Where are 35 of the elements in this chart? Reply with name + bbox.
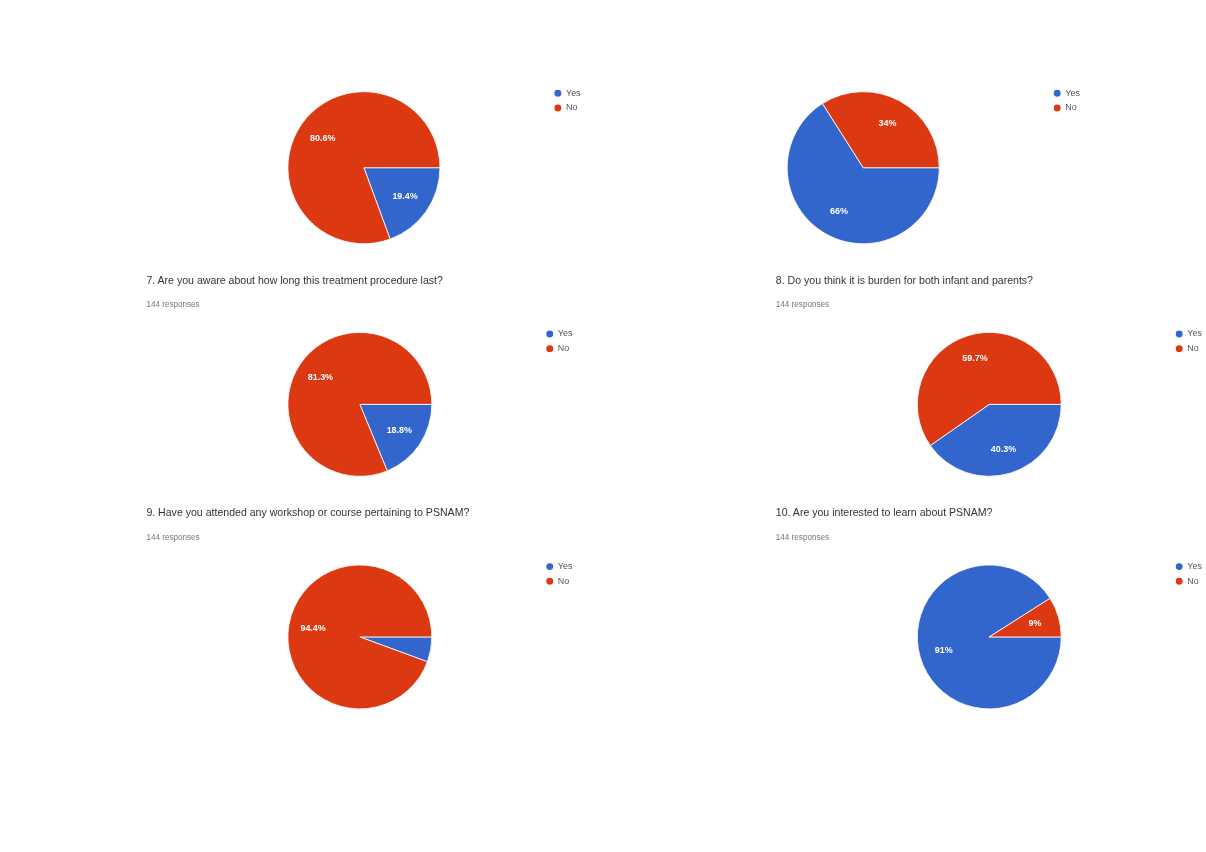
pie-slice [287, 91, 441, 245]
legend-label: No [1065, 102, 1077, 113]
pie-slice [287, 332, 433, 477]
legend-label: Yes [1065, 87, 1081, 98]
text: 144 responses [146, 532, 200, 542]
chart-title: 10. Are you interested to learn about PSNAM? [775, 506, 993, 519]
data-label: 59.7% [962, 353, 988, 364]
chart-title: 9. Have you attended any workshop or course pertaining to PSNAM? [146, 506, 470, 519]
legend-label: No [1187, 343, 1199, 354]
legend-label: No [1187, 575, 1199, 586]
text: 144 responses [775, 300, 830, 310]
data-label: 91% [934, 644, 953, 655]
data-label: 81.3% [307, 372, 334, 383]
legend-label: No [557, 343, 570, 354]
legend-label: No [557, 575, 570, 586]
data-label: 19.4% [392, 190, 418, 201]
pie-slice [287, 564, 433, 710]
chart-title: 8. Do you think it is burden for both infant and parents? [775, 273, 1034, 286]
legend-label: Yes [557, 561, 573, 572]
text: 144 responses [146, 300, 200, 310]
data-label: 66% [830, 206, 849, 217]
data-label: 94.4% [300, 623, 326, 634]
data-label: 9% [1028, 618, 1042, 629]
legend-label: Yes [1187, 328, 1203, 339]
legend-label: No [566, 102, 578, 113]
legend-label: Yes [1187, 561, 1203, 572]
data-label: 80.6% [310, 133, 336, 144]
data-label: 40.3% [990, 444, 1017, 455]
data-label: 18.8% [386, 425, 413, 436]
data-label: 34% [878, 118, 897, 129]
legend-label: Yes [566, 87, 582, 98]
legend-label: Yes [557, 328, 573, 339]
pie-slice [916, 564, 1062, 710]
chart-title: 7. Are you aware about how long this treatment procedure last? [146, 273, 444, 286]
text: 144 responses [775, 532, 830, 542]
